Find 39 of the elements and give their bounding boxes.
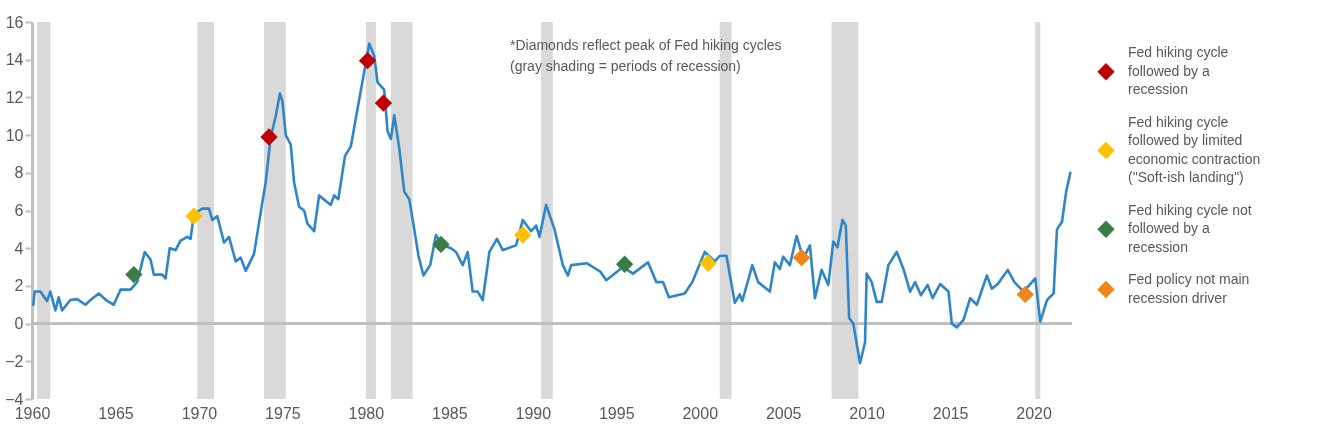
point <box>358 51 377 70</box>
x-tick-label: 2005 <box>765 404 802 422</box>
point <box>1016 285 1034 304</box>
point <box>699 254 717 272</box>
y-tick-label: 8 <box>14 164 24 182</box>
point <box>615 255 634 273</box>
y-tick-label: 12 <box>5 88 24 106</box>
x-tick-label: 1985 <box>432 404 468 422</box>
x-tick-label: 1980 <box>348 404 385 422</box>
legend-label: Fed policy not main recession driver <box>1128 271 1250 306</box>
annotation: *Diamonds reflect peak of Fed hiking cycles <box>510 37 782 53</box>
y-tick-label: 14 <box>5 51 24 69</box>
point <box>374 94 393 112</box>
point <box>260 128 278 146</box>
point <box>792 248 811 267</box>
legend-label: Fed hiking cycle followed by limited economic contraction ("Soft-ish landing") <box>1128 113 1261 186</box>
x-tick-label: 2010 <box>849 404 886 422</box>
x-tick-label: 1970 <box>181 404 218 422</box>
x-tick-label: 1995 <box>598 404 635 422</box>
point <box>514 226 532 244</box>
point <box>125 265 143 284</box>
y-tick-label: 10 <box>5 126 24 144</box>
legend-label: Fed hiking cycle followed by a recession <box>1128 44 1229 98</box>
x-tick-label: 2000 <box>682 404 719 422</box>
annotation: (gray shading = periods of recession) <box>510 58 741 74</box>
y-tick-label: 2 <box>14 277 24 295</box>
point <box>432 235 450 254</box>
x-tick-label: 1990 <box>515 404 552 422</box>
y-tick-label: −2 <box>5 352 24 370</box>
y-tick-label: 6 <box>14 202 24 219</box>
y-tick-label: 4 <box>14 239 24 257</box>
x-tick-label: 1965 <box>98 404 134 422</box>
legend-label: Fed hiking cycle not followed by a recession <box>1128 201 1252 255</box>
x-tick-label: 2015 <box>932 404 969 422</box>
point <box>185 207 203 225</box>
y-tick-label: 0 <box>14 315 24 333</box>
x-tick-label: 2020 <box>1016 404 1052 422</box>
x-tick-label: 1975 <box>265 404 301 422</box>
y-tick-label: 16 <box>5 13 24 31</box>
